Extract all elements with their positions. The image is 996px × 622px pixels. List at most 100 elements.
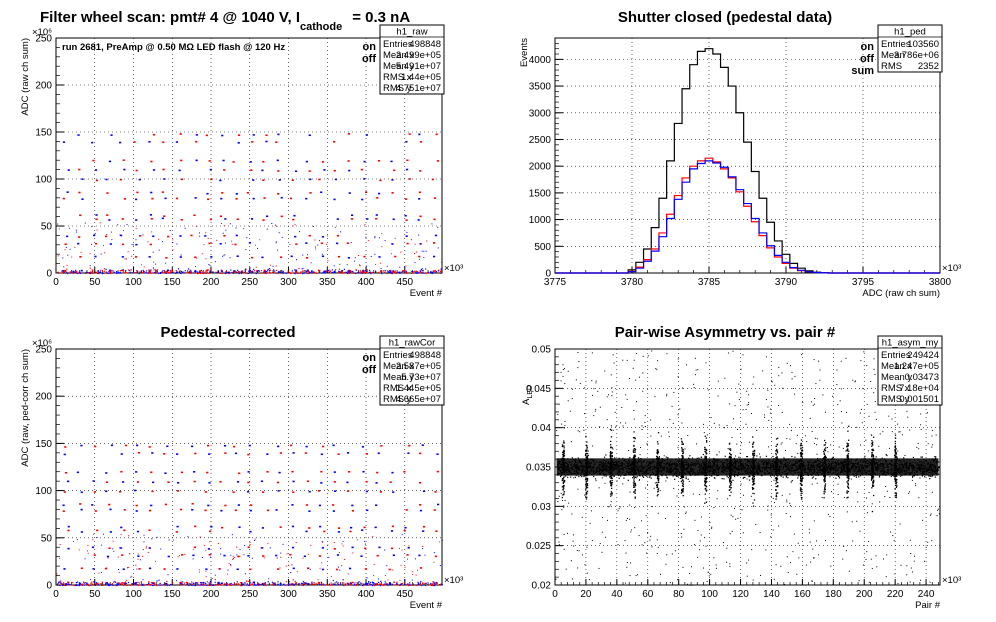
data-point (180, 583, 182, 586)
data-point (226, 583, 228, 585)
data-point (177, 556, 179, 558)
data-point (267, 543, 269, 545)
data-point (250, 218, 254, 220)
data-point (213, 584, 215, 587)
data-point (418, 133, 421, 136)
data-point (623, 477, 625, 479)
data-point (193, 214, 196, 217)
data-point (119, 272, 121, 274)
x-tick-label: 250 (241, 277, 258, 288)
data-point (410, 584, 412, 586)
y-tick-label: 0.05 (532, 345, 552, 356)
data-point (239, 555, 241, 557)
data-point (293, 214, 296, 217)
x-tick-label: 300 (280, 277, 297, 288)
data-point (153, 269, 155, 271)
data-point (238, 472, 241, 475)
data-point (106, 214, 109, 216)
data-point (158, 238, 160, 240)
data-point (375, 263, 377, 265)
data-point (336, 583, 339, 585)
data-point (278, 471, 281, 474)
data-point (92, 583, 94, 585)
data-point (297, 583, 300, 585)
data-point (102, 270, 104, 272)
data-point (105, 472, 108, 474)
data-point (238, 271, 240, 273)
data-point (648, 476, 650, 478)
data-point (797, 475, 800, 477)
data-point (178, 271, 181, 273)
data-point (438, 584, 441, 586)
data-point (75, 583, 77, 585)
data-point (364, 543, 366, 545)
x-tick-label: 120 (732, 589, 749, 600)
data-point (207, 269, 209, 271)
data-point (294, 580, 296, 583)
data-point (294, 583, 297, 585)
data-point (333, 542, 335, 544)
data-point (277, 568, 280, 570)
data-point (224, 242, 226, 244)
data-point (418, 271, 420, 274)
x-tick-label: 3785 (698, 277, 721, 288)
data-point (195, 582, 197, 584)
data-point (99, 271, 102, 273)
data-point (349, 584, 351, 586)
data-point (257, 584, 260, 586)
data-point (162, 270, 164, 272)
data-point (105, 582, 107, 584)
data-point (247, 272, 249, 274)
data-point (415, 584, 417, 587)
data-point (386, 270, 389, 272)
data-point (272, 271, 275, 273)
data-point (440, 270, 442, 272)
data-point (209, 264, 211, 266)
data-point (410, 239, 412, 241)
data-point (244, 271, 246, 273)
data-point (111, 584, 113, 586)
data-point (175, 531, 178, 533)
data-point (94, 169, 98, 171)
data-point (419, 141, 423, 143)
data-point (172, 272, 174, 274)
data-point (180, 471, 184, 474)
data-point (76, 272, 78, 274)
data-point (362, 269, 364, 272)
data-point (385, 582, 387, 584)
data-point (938, 466, 940, 468)
data-point (929, 475, 931, 477)
data-point (223, 554, 226, 557)
data-point (181, 554, 184, 556)
data-point (307, 553, 309, 555)
data-point (424, 554, 426, 556)
data-point (63, 491, 66, 493)
data-point (324, 271, 327, 273)
data-point (667, 457, 669, 459)
y-tick-label: 1500 (529, 188, 552, 199)
data-point (401, 582, 403, 585)
data-point (136, 481, 140, 483)
data-point (294, 170, 298, 173)
data-point (92, 539, 94, 541)
y-tick-label: 100 (35, 175, 52, 186)
data-point (142, 269, 144, 271)
data-point (132, 244, 134, 246)
data-point (321, 255, 325, 258)
data-point (339, 582, 342, 584)
data-point (414, 558, 416, 560)
data-point (249, 542, 251, 544)
data-point (205, 549, 207, 551)
data-point (236, 554, 238, 556)
data-point (864, 455, 866, 457)
data-point (295, 259, 297, 261)
data-point (163, 178, 166, 180)
data-point (264, 582, 266, 584)
data-point (366, 584, 369, 586)
data-point (148, 582, 150, 585)
data-point (419, 567, 423, 569)
data-point (104, 567, 108, 570)
data-point (346, 242, 349, 245)
data-point (318, 504, 322, 507)
